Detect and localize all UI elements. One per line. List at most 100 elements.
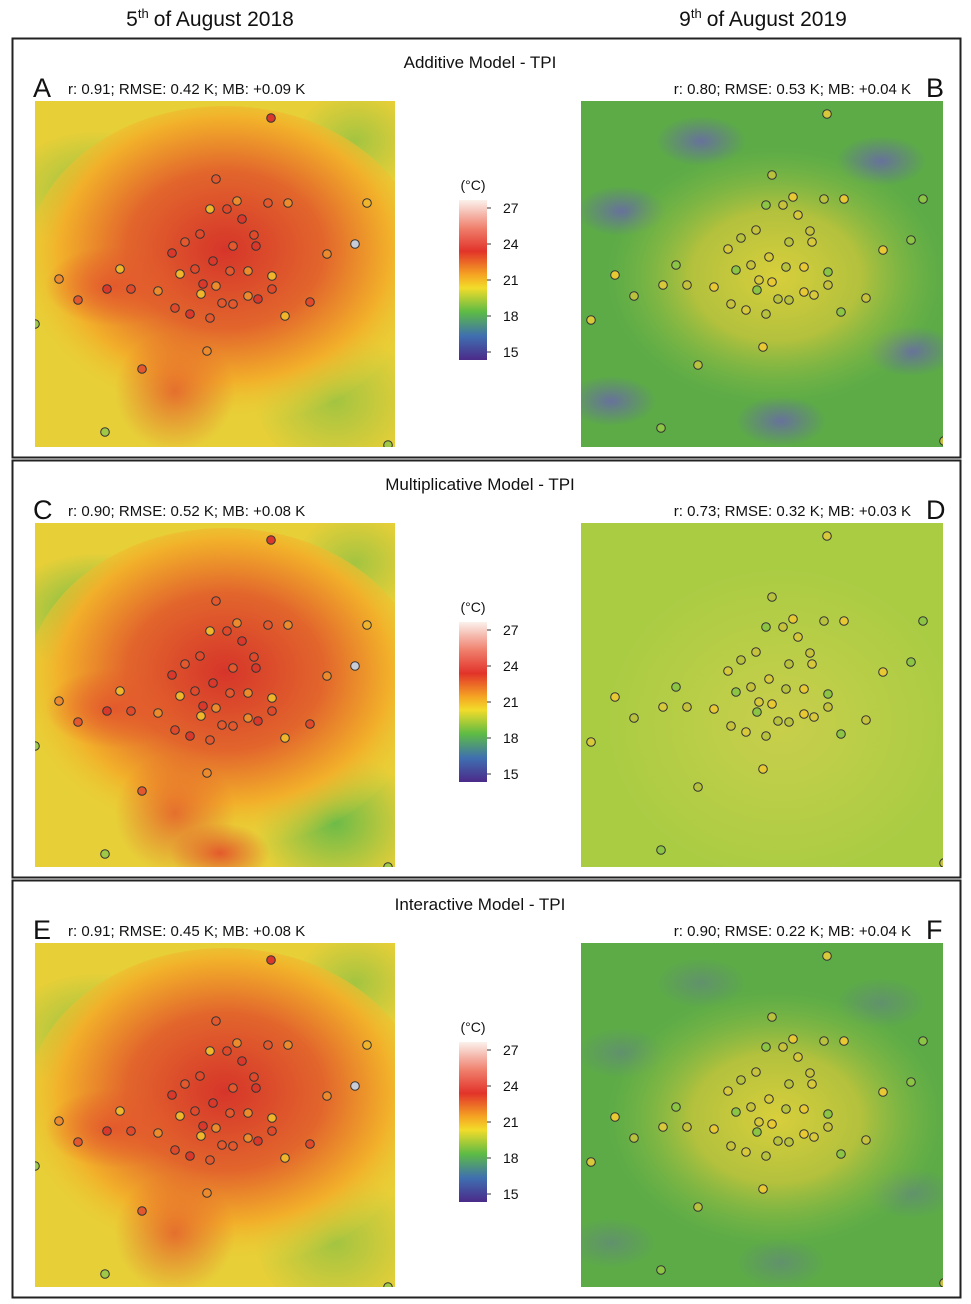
station	[283, 1040, 293, 1050]
panel-stats: r: 0.90; RMSE: 0.22 K; MB: +0.04 K	[674, 923, 911, 940]
panel: Interactive Model - TPI E r: 0.91; RMSE: 0…	[11, 879, 962, 1299]
station	[709, 1124, 719, 1134]
column-header: 5th of August 2018	[126, 6, 294, 31]
station	[610, 692, 620, 702]
station	[211, 1123, 221, 1133]
station	[185, 731, 195, 741]
station	[823, 280, 833, 290]
colorbar-tick-label: 18	[503, 308, 519, 324]
station	[102, 1126, 112, 1136]
station	[115, 264, 125, 274]
station	[267, 284, 277, 294]
station	[746, 682, 756, 692]
colorbar-tick-label: 27	[503, 1042, 519, 1058]
station	[35, 1161, 40, 1171]
station	[205, 1155, 215, 1165]
station	[322, 671, 332, 681]
panel-stats: r: 0.91; RMSE: 0.42 K; MB: +0.09 K	[68, 81, 305, 98]
station	[180, 1079, 190, 1089]
station	[251, 241, 261, 251]
station	[754, 697, 764, 707]
station	[100, 427, 110, 437]
station	[205, 626, 215, 636]
station	[731, 1107, 741, 1117]
station	[217, 720, 227, 730]
station	[839, 616, 849, 626]
station	[799, 709, 809, 719]
station	[167, 248, 177, 258]
station	[196, 289, 206, 299]
station	[861, 293, 871, 303]
station	[682, 1122, 692, 1132]
station	[185, 1151, 195, 1161]
station	[205, 204, 215, 214]
station	[764, 252, 774, 262]
station	[823, 1122, 833, 1132]
station	[232, 196, 242, 206]
station	[752, 707, 762, 717]
station	[167, 670, 177, 680]
station	[266, 955, 276, 965]
station	[682, 702, 692, 712]
station	[217, 298, 227, 308]
station	[939, 436, 943, 446]
station	[305, 719, 315, 729]
cool-area	[581, 376, 656, 426]
station	[741, 305, 751, 315]
panel-frame	[11, 459, 962, 879]
suffix: th	[691, 6, 702, 21]
station	[918, 1036, 928, 1046]
station	[167, 1090, 177, 1100]
station	[784, 1079, 794, 1089]
warm-area	[606, 988, 943, 1248]
station	[754, 1117, 764, 1127]
station	[153, 708, 163, 718]
station	[805, 648, 815, 658]
station	[793, 210, 803, 220]
station	[225, 1108, 235, 1118]
panel-letter: E	[33, 915, 51, 945]
station	[586, 315, 596, 325]
station	[781, 262, 791, 272]
station	[185, 309, 195, 319]
station	[693, 1202, 703, 1212]
station	[190, 1106, 200, 1116]
station	[781, 1104, 791, 1114]
station	[658, 280, 668, 290]
cool-area	[736, 1238, 826, 1287]
map	[35, 101, 395, 447]
station	[237, 636, 247, 646]
station	[243, 713, 253, 723]
panel-stats: r: 0.91; RMSE: 0.45 K; MB: +0.08 K	[68, 923, 305, 940]
station	[362, 620, 372, 630]
station	[322, 1091, 332, 1101]
station	[232, 618, 242, 628]
station	[267, 693, 277, 703]
station	[280, 733, 290, 743]
station	[202, 768, 212, 778]
station	[208, 1098, 218, 1108]
station	[263, 620, 273, 630]
station	[115, 1106, 125, 1116]
station	[836, 1149, 846, 1159]
station	[586, 737, 596, 747]
station	[102, 284, 112, 294]
station	[822, 109, 832, 119]
station	[195, 229, 205, 239]
station	[752, 1127, 762, 1137]
station	[836, 729, 846, 739]
station	[709, 282, 719, 292]
station	[767, 1119, 777, 1129]
station	[73, 717, 83, 727]
panel-stats: r: 0.90; RMSE: 0.52 K; MB: +0.08 K	[68, 503, 305, 520]
colorbar-tick-label: 21	[503, 694, 519, 710]
station	[682, 280, 692, 290]
station	[773, 716, 783, 726]
panel-letter: D	[926, 495, 946, 525]
station	[861, 715, 871, 725]
station	[283, 620, 293, 630]
station	[807, 237, 817, 247]
station	[767, 277, 777, 287]
station	[205, 1046, 215, 1056]
station	[263, 198, 273, 208]
